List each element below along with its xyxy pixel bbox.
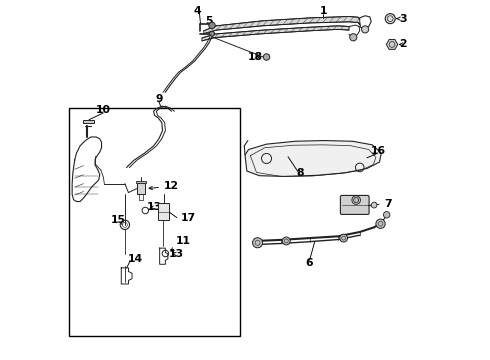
Circle shape [282, 237, 290, 245]
Circle shape [252, 238, 263, 248]
Circle shape [209, 22, 215, 29]
Text: 5: 5 [205, 17, 213, 27]
Text: 18: 18 [248, 52, 263, 62]
Text: 15: 15 [111, 215, 126, 225]
Circle shape [263, 54, 270, 60]
Text: 3: 3 [396, 14, 407, 24]
Polygon shape [386, 40, 398, 49]
Circle shape [210, 31, 215, 36]
Circle shape [352, 196, 361, 204]
Polygon shape [136, 181, 147, 183]
Text: 10: 10 [96, 105, 111, 115]
Text: 2: 2 [399, 40, 407, 49]
Circle shape [371, 202, 377, 208]
Circle shape [340, 234, 347, 242]
Text: 1: 1 [319, 6, 327, 17]
Text: 6: 6 [306, 258, 314, 268]
Circle shape [350, 34, 357, 41]
Text: 4: 4 [194, 6, 201, 16]
Text: 9: 9 [155, 94, 163, 104]
Text: 16: 16 [371, 146, 386, 156]
FancyBboxPatch shape [341, 195, 369, 215]
Polygon shape [202, 26, 349, 41]
Text: 7: 7 [372, 199, 392, 210]
Polygon shape [158, 203, 169, 220]
Bar [69, 108, 240, 336]
Polygon shape [204, 17, 360, 34]
Circle shape [376, 219, 385, 228]
Text: 13: 13 [170, 249, 184, 259]
Circle shape [362, 26, 368, 33]
Text: 13: 13 [147, 202, 162, 212]
Circle shape [385, 14, 395, 24]
Polygon shape [137, 183, 146, 194]
Circle shape [383, 212, 390, 218]
Text: 8: 8 [296, 168, 304, 178]
Polygon shape [245, 140, 381, 176]
Text: 14: 14 [128, 254, 143, 264]
Text: 17: 17 [181, 213, 196, 222]
Polygon shape [83, 120, 94, 123]
Text: 12: 12 [149, 181, 179, 192]
Text: 11: 11 [171, 236, 191, 251]
